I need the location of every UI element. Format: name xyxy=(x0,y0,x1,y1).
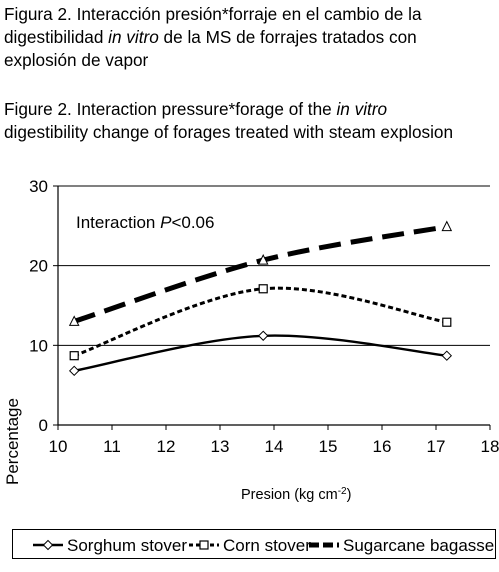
caption-es-line-2: digestibilidad in vitro de la MS de forr… xyxy=(4,26,499,49)
marker-sorghum-stover-1 xyxy=(257,330,269,341)
marker-corn-stover-2 xyxy=(442,317,452,327)
legend-marker-corn-stover xyxy=(199,540,209,550)
annotation-p: P xyxy=(160,213,172,232)
y-tick-label-30: 30 xyxy=(29,177,48,196)
caption-en-line-2: digestibility change of forages treated … xyxy=(4,122,454,142)
caption-en-line-1a: Figure 2. Interaction pressure*forage of… xyxy=(4,99,337,119)
caption-es-line-2b: de la MS de forrajes tratados con xyxy=(158,27,417,47)
y-tick-label-20: 20 xyxy=(29,257,48,276)
caption-en-in-vitro: in vitro xyxy=(336,99,388,119)
legend-label-corn-stover: Corn stover xyxy=(223,536,311,555)
caption-es-line-1: Figura 2. Interacción presión*forraje en… xyxy=(4,4,422,24)
marker-sugarcane-bagasse-2 xyxy=(441,220,453,232)
legend-label-sorghum-stover: Sorghum stover xyxy=(67,536,187,555)
caption-en-line-1: Figure 2. Interaction pressure*forage of… xyxy=(4,98,499,121)
x-axis-label: Presion (kg cm-2) xyxy=(241,486,351,503)
x-tick-label-15: 15 xyxy=(319,437,338,456)
y-axis-label: Percentage xyxy=(3,398,22,485)
x-tick-label-14: 14 xyxy=(265,437,284,456)
caption-english: Figure 2. Interaction pressure*forage of… xyxy=(4,98,499,144)
interaction-annotation: Interaction P<0.06 xyxy=(76,213,214,232)
marker-corn-stover-1 xyxy=(258,284,268,294)
x-tick-label-16: 16 xyxy=(373,437,392,456)
legend: Sorghum stover Corn stover Sugarcane bagas… xyxy=(12,529,496,559)
annotation-rest: <0.06 xyxy=(171,213,214,232)
marker-sorghum-stover-2 xyxy=(441,350,453,361)
annotation-text: Interaction xyxy=(76,213,160,232)
marker-sorghum-stover-0 xyxy=(68,365,80,377)
x-axis-label-main: Presion (kg cm xyxy=(241,487,338,503)
x-tick-label-13: 13 xyxy=(211,437,230,456)
legend-graphics: Sorghum stover Corn stover Sugarcane bagas… xyxy=(33,536,494,555)
series-markers xyxy=(68,220,453,377)
caption-es-in-vitro: in vitro xyxy=(108,27,159,47)
legend-marker-sorghum-stover xyxy=(42,539,54,551)
marker-sugarcane-bagasse-1 xyxy=(257,253,269,265)
x-axis-label-sup: -2 xyxy=(338,486,347,497)
x-tick-label-11: 11 xyxy=(103,437,121,456)
x-tick-label-10: 10 xyxy=(49,437,68,456)
caption-es-line-2a: digestibilidad xyxy=(4,27,109,47)
axes xyxy=(53,185,491,430)
x-tick-label-12: 12 xyxy=(157,437,176,456)
caption-es-line-3: explosión de vapor xyxy=(4,50,149,70)
marker-corn-stover-0 xyxy=(69,351,79,361)
y-tick-label-10: 10 xyxy=(29,336,48,355)
y-tick-label-0: 0 xyxy=(39,416,48,435)
marker-sugarcane-bagasse-0 xyxy=(68,315,80,326)
series-line-sorghum-stover xyxy=(73,334,447,373)
caption-spanish: Figura 2. Interacción presión*forraje en… xyxy=(4,3,499,72)
x-axis-label-end: ) xyxy=(347,487,352,503)
legend-label-sugarcane-bagasse: Sugarcane bagasse xyxy=(343,536,494,555)
x-tick-label-18: 18 xyxy=(481,437,499,456)
series-lines xyxy=(73,224,448,373)
x-tick-label-17: 17 xyxy=(427,437,446,456)
gridlines xyxy=(58,185,490,346)
